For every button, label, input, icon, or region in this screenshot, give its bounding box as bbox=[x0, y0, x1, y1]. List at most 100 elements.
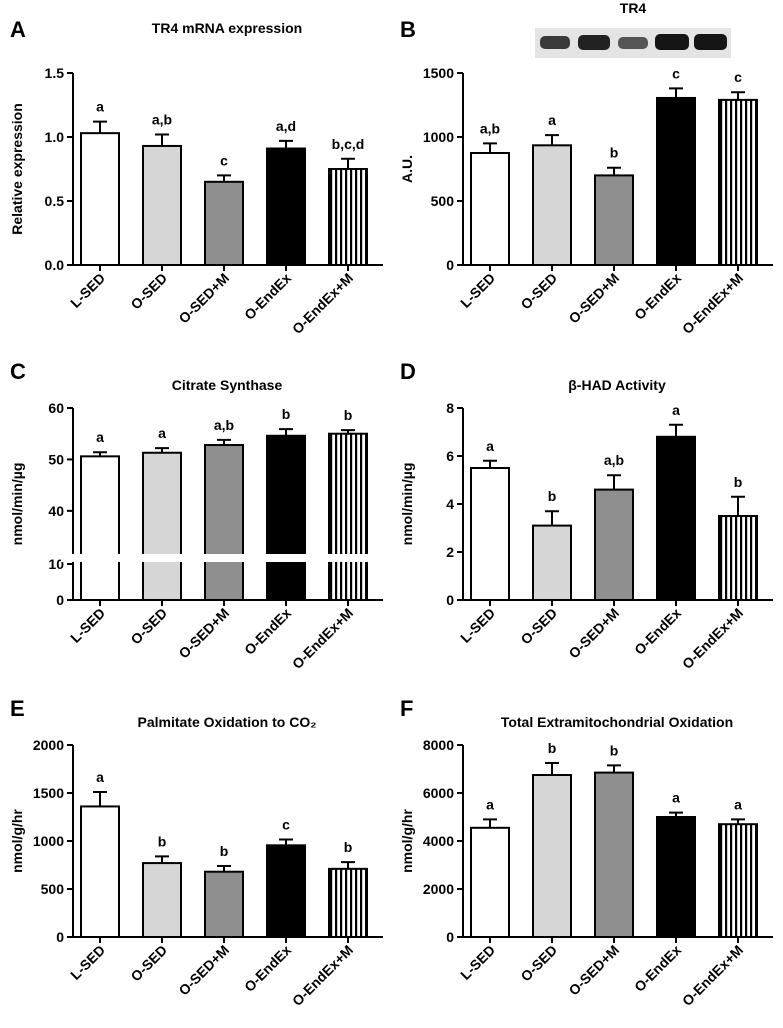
y-tick-label: 1500 bbox=[33, 785, 64, 801]
x-tick-label: L-SED bbox=[457, 605, 498, 646]
significance-label: a bbox=[96, 99, 104, 115]
bar bbox=[656, 96, 696, 266]
bar bbox=[532, 524, 572, 601]
bar bbox=[80, 455, 120, 602]
error-bar bbox=[607, 764, 621, 773]
y-tick-label: 500 bbox=[431, 193, 455, 209]
y-tick-label: 10 bbox=[48, 556, 64, 572]
significance-label: b bbox=[344, 407, 353, 423]
x-tick-label: O-SED bbox=[517, 605, 560, 648]
x-tick-label: O-EndEx+M bbox=[679, 605, 746, 672]
error-bar bbox=[669, 811, 683, 817]
y-tick-label: 0.0 bbox=[45, 257, 65, 273]
significance-label: b bbox=[734, 474, 743, 490]
y-axis-label: nmol/g/hr bbox=[399, 809, 415, 873]
bar bbox=[204, 180, 244, 266]
panel-letter: A bbox=[10, 17, 26, 42]
y-tick-label: 1.0 bbox=[45, 129, 65, 145]
error-bar bbox=[93, 120, 107, 134]
y-tick-label: 8000 bbox=[423, 737, 454, 753]
y-tick-label: 0 bbox=[446, 592, 454, 608]
x-tick-label: O-SED+M bbox=[565, 270, 622, 327]
error-bar bbox=[217, 174, 231, 182]
y-axis-label: A.U. bbox=[399, 155, 415, 183]
x-tick-label: O-EndEx+M bbox=[289, 270, 356, 337]
significance-label: a,b bbox=[480, 120, 500, 136]
significance-label: a bbox=[486, 438, 494, 454]
error-bar bbox=[341, 429, 355, 434]
y-axis-label: Relative expression bbox=[9, 103, 25, 235]
significance-label: a,b bbox=[214, 417, 234, 433]
error-bar bbox=[155, 133, 169, 146]
significance-label: b bbox=[548, 740, 557, 756]
y-tick-label: 0 bbox=[446, 257, 454, 273]
significance-label: c bbox=[220, 152, 228, 168]
bar bbox=[532, 774, 572, 938]
error-bar bbox=[607, 166, 621, 176]
x-tick-label: O-SED+M bbox=[565, 942, 622, 999]
y-axis-label: nmol/min/µg bbox=[9, 463, 25, 546]
x-tick-label: O-SED bbox=[127, 605, 170, 648]
significance-label: a bbox=[672, 402, 680, 418]
y-tick-label: 40 bbox=[48, 503, 64, 519]
bar bbox=[594, 771, 634, 938]
error-bar bbox=[669, 87, 683, 98]
x-tick-label: O-SED bbox=[127, 270, 170, 313]
error-bar bbox=[217, 864, 231, 872]
significance-label: b,c,d bbox=[332, 136, 365, 152]
panel-letter: C bbox=[10, 359, 26, 384]
panel-letter: D bbox=[400, 359, 416, 384]
error-bar bbox=[341, 861, 355, 869]
significance-label: a bbox=[486, 796, 494, 812]
significance-label: a bbox=[158, 425, 166, 441]
y-tick-label: 1000 bbox=[33, 833, 64, 849]
significance-label: c bbox=[734, 69, 742, 85]
panel-letter: B bbox=[400, 17, 416, 42]
bar bbox=[328, 867, 368, 939]
bar bbox=[594, 488, 634, 602]
y-tick-label: 6 bbox=[446, 448, 454, 464]
bar bbox=[470, 152, 510, 266]
bar bbox=[204, 870, 244, 938]
x-tick-label: L-SED bbox=[67, 270, 108, 311]
error-bar bbox=[607, 474, 621, 490]
error-bar bbox=[483, 142, 497, 153]
significance-label: a,b bbox=[604, 452, 624, 468]
x-tick-label: O-SED bbox=[517, 942, 560, 985]
y-axis-label: nmol/g/hr bbox=[9, 809, 25, 873]
error-bar bbox=[545, 510, 559, 526]
significance-label: b bbox=[610, 742, 619, 758]
y-tick-label: 60 bbox=[48, 400, 64, 416]
y-tick-label: 2000 bbox=[33, 737, 64, 753]
bar bbox=[328, 432, 368, 602]
panel: Dβ-HAD Activity nmol/min/µg 0 2 4 6 8 a L-SED b O-… bbox=[399, 359, 773, 672]
x-tick-label: O-SED+M bbox=[565, 605, 622, 662]
x-tick-label: O-EndEx bbox=[241, 270, 294, 323]
x-tick-label: L-SED bbox=[457, 270, 498, 311]
y-tick-label: 0 bbox=[446, 929, 454, 945]
panel-title: TR4 bbox=[620, 0, 647, 16]
error-bar bbox=[217, 438, 231, 446]
x-tick-label: O-SED+M bbox=[175, 270, 232, 327]
significance-label: a bbox=[672, 790, 680, 806]
x-tick-label: L-SED bbox=[67, 942, 108, 983]
x-tick-label: O-EndEx bbox=[241, 605, 294, 658]
bar bbox=[142, 144, 182, 267]
x-tick-label: O-EndEx+M bbox=[289, 605, 356, 672]
y-tick-label: 1500 bbox=[423, 65, 454, 81]
bar bbox=[80, 132, 120, 266]
y-axis-label: nmol/min/µg bbox=[399, 463, 415, 546]
y-tick-label: 4000 bbox=[423, 833, 454, 849]
significance-label: a bbox=[548, 112, 556, 128]
error-bar bbox=[341, 157, 355, 169]
bar bbox=[470, 826, 510, 938]
x-tick-label: O-SED bbox=[127, 942, 170, 985]
western-blot bbox=[535, 28, 731, 58]
bar bbox=[532, 144, 572, 267]
y-tick-label: 0.5 bbox=[45, 193, 65, 209]
bar bbox=[656, 435, 696, 601]
panel-letter: E bbox=[10, 696, 25, 721]
bar bbox=[204, 444, 244, 601]
panel: A TR4 mRNA expression Relative expression 0… bbox=[9, 17, 383, 337]
error-bar bbox=[93, 451, 107, 457]
